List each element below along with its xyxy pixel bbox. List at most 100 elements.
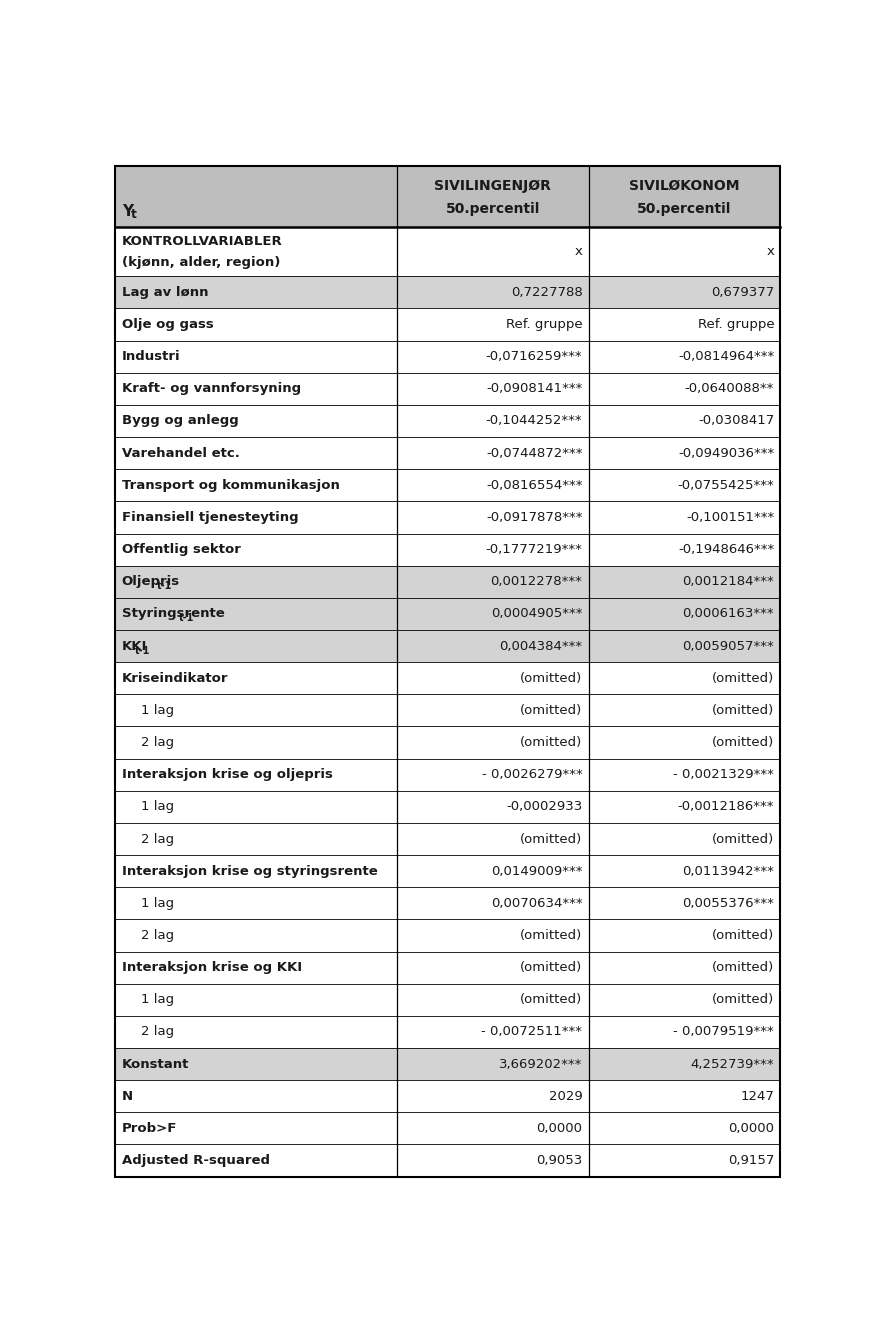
Text: 3,669202***: 3,669202*** [499, 1058, 582, 1071]
Text: (omitted): (omitted) [712, 832, 774, 845]
Bar [115, 888, 397, 920]
Bar [115, 1080, 397, 1112]
Bar [589, 662, 780, 694]
Bar [397, 823, 589, 855]
Text: (kjønn, alder, region): (kjønn, alder, region) [121, 256, 280, 268]
Text: (omitted): (omitted) [520, 993, 582, 1006]
Text: - 0,0021329***: - 0,0021329*** [673, 768, 774, 781]
Bar [115, 308, 397, 340]
Bar [115, 791, 397, 823]
Bar [589, 952, 780, 983]
Bar [397, 888, 589, 920]
Bar [397, 1015, 589, 1049]
Text: (omitted): (omitted) [520, 671, 582, 684]
Bar [397, 630, 589, 662]
Text: 50.percentil: 50.percentil [446, 202, 540, 215]
Bar [397, 1080, 589, 1112]
Bar [397, 276, 589, 308]
Text: 2 lag: 2 lag [141, 736, 174, 750]
Text: -0,1948646***: -0,1948646*** [678, 544, 774, 556]
Bar [589, 469, 780, 501]
Text: -0,0716259***: -0,0716259*** [486, 350, 582, 363]
Text: (omitted): (omitted) [520, 736, 582, 750]
Bar [115, 372, 397, 405]
Text: SIVILØKONOM: SIVILØKONOM [629, 179, 739, 193]
Text: t-1: t-1 [157, 581, 172, 591]
Text: Interaksjon krise og styringsrente: Interaksjon krise og styringsrente [121, 865, 378, 877]
Text: Offentlig sektor: Offentlig sektor [121, 544, 240, 556]
Bar [115, 727, 397, 759]
Bar [589, 598, 780, 630]
Text: (omitted): (omitted) [712, 671, 774, 684]
Text: 0,679377: 0,679377 [711, 286, 774, 299]
Bar [115, 566, 397, 598]
Text: 0,0055376***: 0,0055376*** [683, 897, 774, 910]
Text: KKI: KKI [121, 639, 147, 653]
Bar [115, 952, 397, 983]
Text: 0,0059057***: 0,0059057*** [683, 639, 774, 653]
Bar [589, 1144, 780, 1176]
Text: Varehandel etc.: Varehandel etc. [121, 447, 239, 460]
Bar [397, 1049, 589, 1080]
Text: - 0,0072511***: - 0,0072511*** [482, 1026, 582, 1038]
Text: -0,100151***: -0,100151*** [686, 510, 774, 524]
Bar [397, 759, 589, 791]
Text: 2029: 2029 [549, 1090, 582, 1103]
Text: (omitted): (omitted) [712, 961, 774, 974]
Text: 2 lag: 2 lag [141, 1026, 174, 1038]
Text: -0,0814964***: -0,0814964*** [678, 350, 774, 363]
Bar [397, 166, 589, 227]
Bar [397, 533, 589, 566]
Bar [115, 166, 397, 227]
Bar [115, 340, 397, 372]
Bar [397, 727, 589, 759]
Bar [115, 1144, 397, 1176]
Bar [397, 952, 589, 983]
Text: (omitted): (omitted) [520, 929, 582, 942]
Bar [589, 501, 780, 533]
Text: 0,0113942***: 0,0113942*** [683, 865, 774, 877]
Bar [397, 308, 589, 340]
Text: 0,0006163***: 0,0006163*** [683, 607, 774, 621]
Text: SIVILINGENJØR: SIVILINGENJØR [434, 179, 551, 193]
Text: N: N [121, 1090, 133, 1103]
Text: -0,1044252***: -0,1044252*** [486, 415, 582, 428]
Bar [115, 1015, 397, 1049]
Bar [397, 1112, 589, 1144]
Text: (omitted): (omitted) [520, 832, 582, 845]
Bar [115, 1049, 397, 1080]
Text: -0,0744872***: -0,0744872*** [486, 447, 582, 460]
Text: t: t [131, 209, 137, 222]
Text: x: x [574, 246, 582, 258]
Text: (omitted): (omitted) [712, 704, 774, 716]
Bar [397, 1144, 589, 1176]
Bar [589, 983, 780, 1015]
Text: (omitted): (omitted) [520, 704, 582, 716]
Text: 0,004384***: 0,004384*** [499, 639, 582, 653]
Text: Transport og kommunikasjon: Transport og kommunikasjon [121, 478, 339, 492]
Text: Lag av lønn: Lag av lønn [121, 286, 208, 299]
Bar [397, 920, 589, 952]
Bar [589, 888, 780, 920]
Text: -0,0012186***: -0,0012186*** [677, 800, 774, 813]
Text: Olje og gass: Olje og gass [121, 318, 213, 331]
Text: Industri: Industri [121, 350, 180, 363]
Text: t-1: t-1 [179, 614, 194, 623]
Bar [397, 855, 589, 888]
Text: 2 lag: 2 lag [141, 929, 174, 942]
Bar [589, 437, 780, 469]
Bar [397, 791, 589, 823]
Bar [115, 855, 397, 888]
Bar [397, 227, 589, 276]
Bar [115, 469, 397, 501]
Text: Styringsrente: Styringsrente [121, 607, 225, 621]
Text: Adjusted R-squared: Adjusted R-squared [121, 1154, 270, 1167]
Bar [397, 469, 589, 501]
Text: Konstant: Konstant [121, 1058, 189, 1071]
Text: 1 lag: 1 lag [141, 800, 174, 813]
Text: (omitted): (omitted) [520, 961, 582, 974]
Text: -0,0308417: -0,0308417 [698, 415, 774, 428]
Bar [589, 566, 780, 598]
Bar [115, 630, 397, 662]
Text: 0,0000: 0,0000 [728, 1122, 774, 1135]
